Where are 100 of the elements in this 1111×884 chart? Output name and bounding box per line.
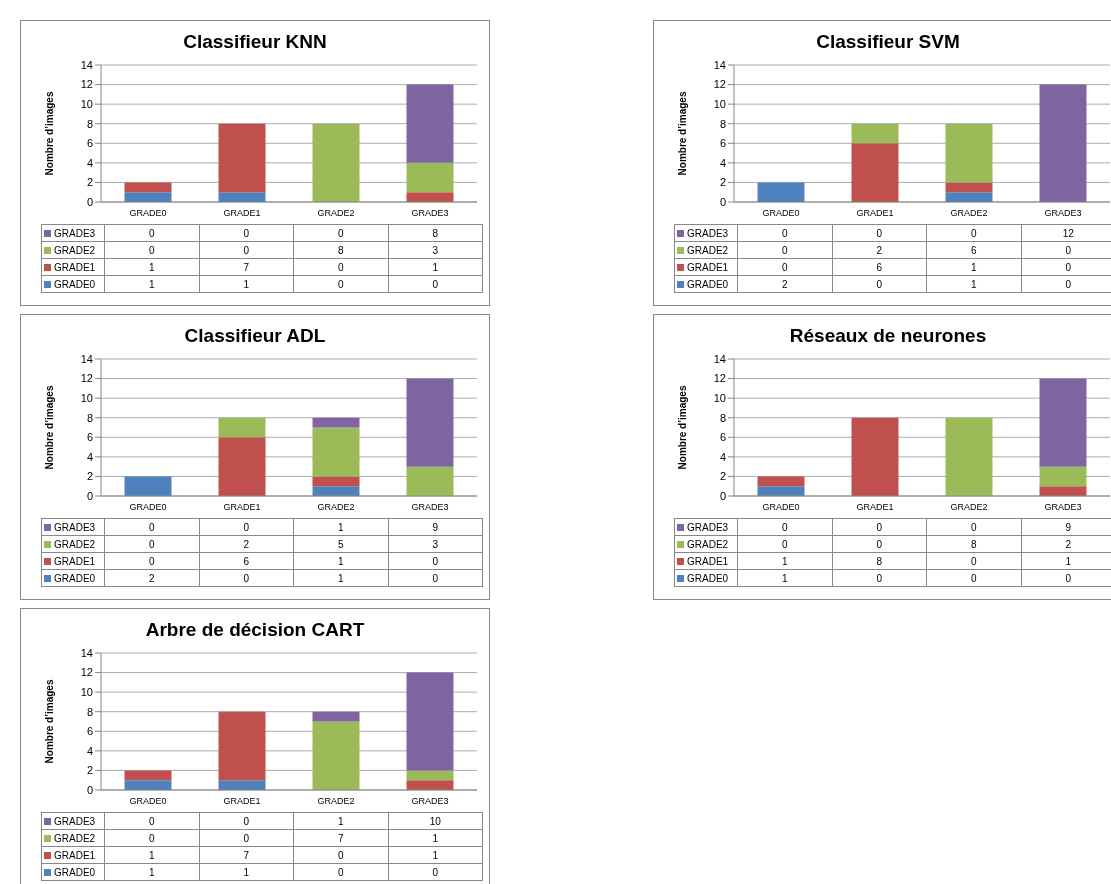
bar xyxy=(851,143,899,202)
data-label: 0 xyxy=(293,846,388,864)
x-tick-label: GRADE0 xyxy=(762,502,800,513)
legend-label: GRADE3 xyxy=(41,224,105,242)
x-tick-label: GRADE0 xyxy=(762,208,800,219)
y-tick-label: 6 xyxy=(719,137,726,150)
bar xyxy=(312,417,360,428)
bar xyxy=(312,486,360,496)
data-label: 2 xyxy=(832,241,927,259)
y-axis-title: Nombre d’images xyxy=(43,679,55,764)
data-label: 0 xyxy=(104,535,199,553)
x-tick-label: GRADE0 xyxy=(129,502,167,513)
y-tick-label: 10 xyxy=(713,98,726,111)
data-label: 1 xyxy=(388,258,483,276)
bar xyxy=(406,84,454,163)
bar xyxy=(406,378,454,467)
bar xyxy=(945,192,993,202)
x-tick-label: GRADE3 xyxy=(1044,502,1082,513)
y-tick-label: 12 xyxy=(80,666,93,679)
y-tick-label: 14 xyxy=(713,58,726,71)
data-label: 6 xyxy=(926,241,1021,259)
data-label: 2 xyxy=(1021,535,1111,553)
data-label: 0 xyxy=(832,275,927,293)
data-label: 0 xyxy=(737,224,832,242)
data-label: 1 xyxy=(388,846,483,864)
bar xyxy=(124,182,172,193)
bar xyxy=(406,162,454,193)
y-tick-label: 4 xyxy=(719,450,726,463)
data-label: 0 xyxy=(199,829,294,847)
data-label: 8 xyxy=(926,535,1021,553)
bar xyxy=(757,182,805,202)
data-label: 1 xyxy=(737,552,832,570)
data-label: 2 xyxy=(737,275,832,293)
data-label: 10 xyxy=(388,812,483,830)
y-tick-label: 4 xyxy=(86,156,93,169)
data-label: 9 xyxy=(1021,518,1111,536)
x-tick-label: GRADE2 xyxy=(317,208,355,219)
data-label: 12 xyxy=(1021,224,1111,242)
y-tick-label: 4 xyxy=(86,450,93,463)
y-tick-label: 14 xyxy=(80,646,93,659)
bar xyxy=(312,476,360,487)
data-label: 0 xyxy=(1021,275,1111,293)
data-label: 0 xyxy=(199,518,294,536)
x-tick-label: GRADE1 xyxy=(223,502,261,513)
y-tick-label: 2 xyxy=(719,470,726,483)
chart-title: Classifieur KNN xyxy=(182,31,328,54)
data-label: 0 xyxy=(199,569,294,587)
bar xyxy=(406,770,454,781)
data-label: 0 xyxy=(199,812,294,830)
x-tick-label: GRADE3 xyxy=(411,796,449,807)
legend-label: GRADE1 xyxy=(41,258,105,276)
legend-label: GRADE3 xyxy=(674,224,738,242)
data-label: 0 xyxy=(293,863,388,881)
y-tick-label: 10 xyxy=(80,686,93,699)
data-label: 1 xyxy=(104,863,199,881)
bar xyxy=(851,417,899,496)
chart-title: Classifieur SVM xyxy=(815,31,961,54)
bar xyxy=(312,427,360,477)
data-label: 1 xyxy=(199,275,294,293)
data-label: 7 xyxy=(199,258,294,276)
data-label: 8 xyxy=(832,552,927,570)
data-label: 0 xyxy=(293,275,388,293)
legend-label: GRADE2 xyxy=(41,535,105,553)
data-label: 0 xyxy=(293,258,388,276)
legend-label: GRADE0 xyxy=(41,275,105,293)
data-label: 0 xyxy=(926,569,1021,587)
x-tick-label: GRADE1 xyxy=(856,502,894,513)
data-label: 0 xyxy=(104,241,199,259)
bar xyxy=(1039,84,1087,202)
data-label: 0 xyxy=(388,552,483,570)
y-tick-label: 8 xyxy=(719,117,726,130)
data-label: 0 xyxy=(832,224,927,242)
y-tick-label: 2 xyxy=(719,176,726,189)
data-label: 0 xyxy=(199,241,294,259)
y-tick-label: 12 xyxy=(80,372,93,385)
y-tick-label: 2 xyxy=(86,470,93,483)
bar xyxy=(945,182,993,193)
chart-title: Arbre de décision CART xyxy=(144,619,366,642)
data-label: 1 xyxy=(926,275,1021,293)
y-tick-label: 10 xyxy=(80,98,93,111)
data-label: 3 xyxy=(388,535,483,553)
y-tick-label: 0 xyxy=(719,195,726,208)
data-label: 0 xyxy=(104,224,199,242)
y-tick-label: 10 xyxy=(713,392,726,405)
bar xyxy=(218,780,266,790)
bar xyxy=(312,123,360,202)
data-label: 0 xyxy=(737,535,832,553)
bar xyxy=(945,417,993,496)
data-label: 2 xyxy=(199,535,294,553)
legend-label: GRADE2 xyxy=(41,829,105,847)
data-label: 0 xyxy=(199,224,294,242)
y-tick-label: 6 xyxy=(86,725,93,738)
data-label: 3 xyxy=(388,241,483,259)
data-label: 9 xyxy=(388,518,483,536)
bar xyxy=(124,780,172,790)
x-tick-label: GRADE1 xyxy=(856,208,894,219)
data-label: 0 xyxy=(1021,569,1111,587)
legend-label: GRADE0 xyxy=(41,569,105,587)
legend-label: GRADE2 xyxy=(674,241,738,259)
data-label: 0 xyxy=(926,224,1021,242)
